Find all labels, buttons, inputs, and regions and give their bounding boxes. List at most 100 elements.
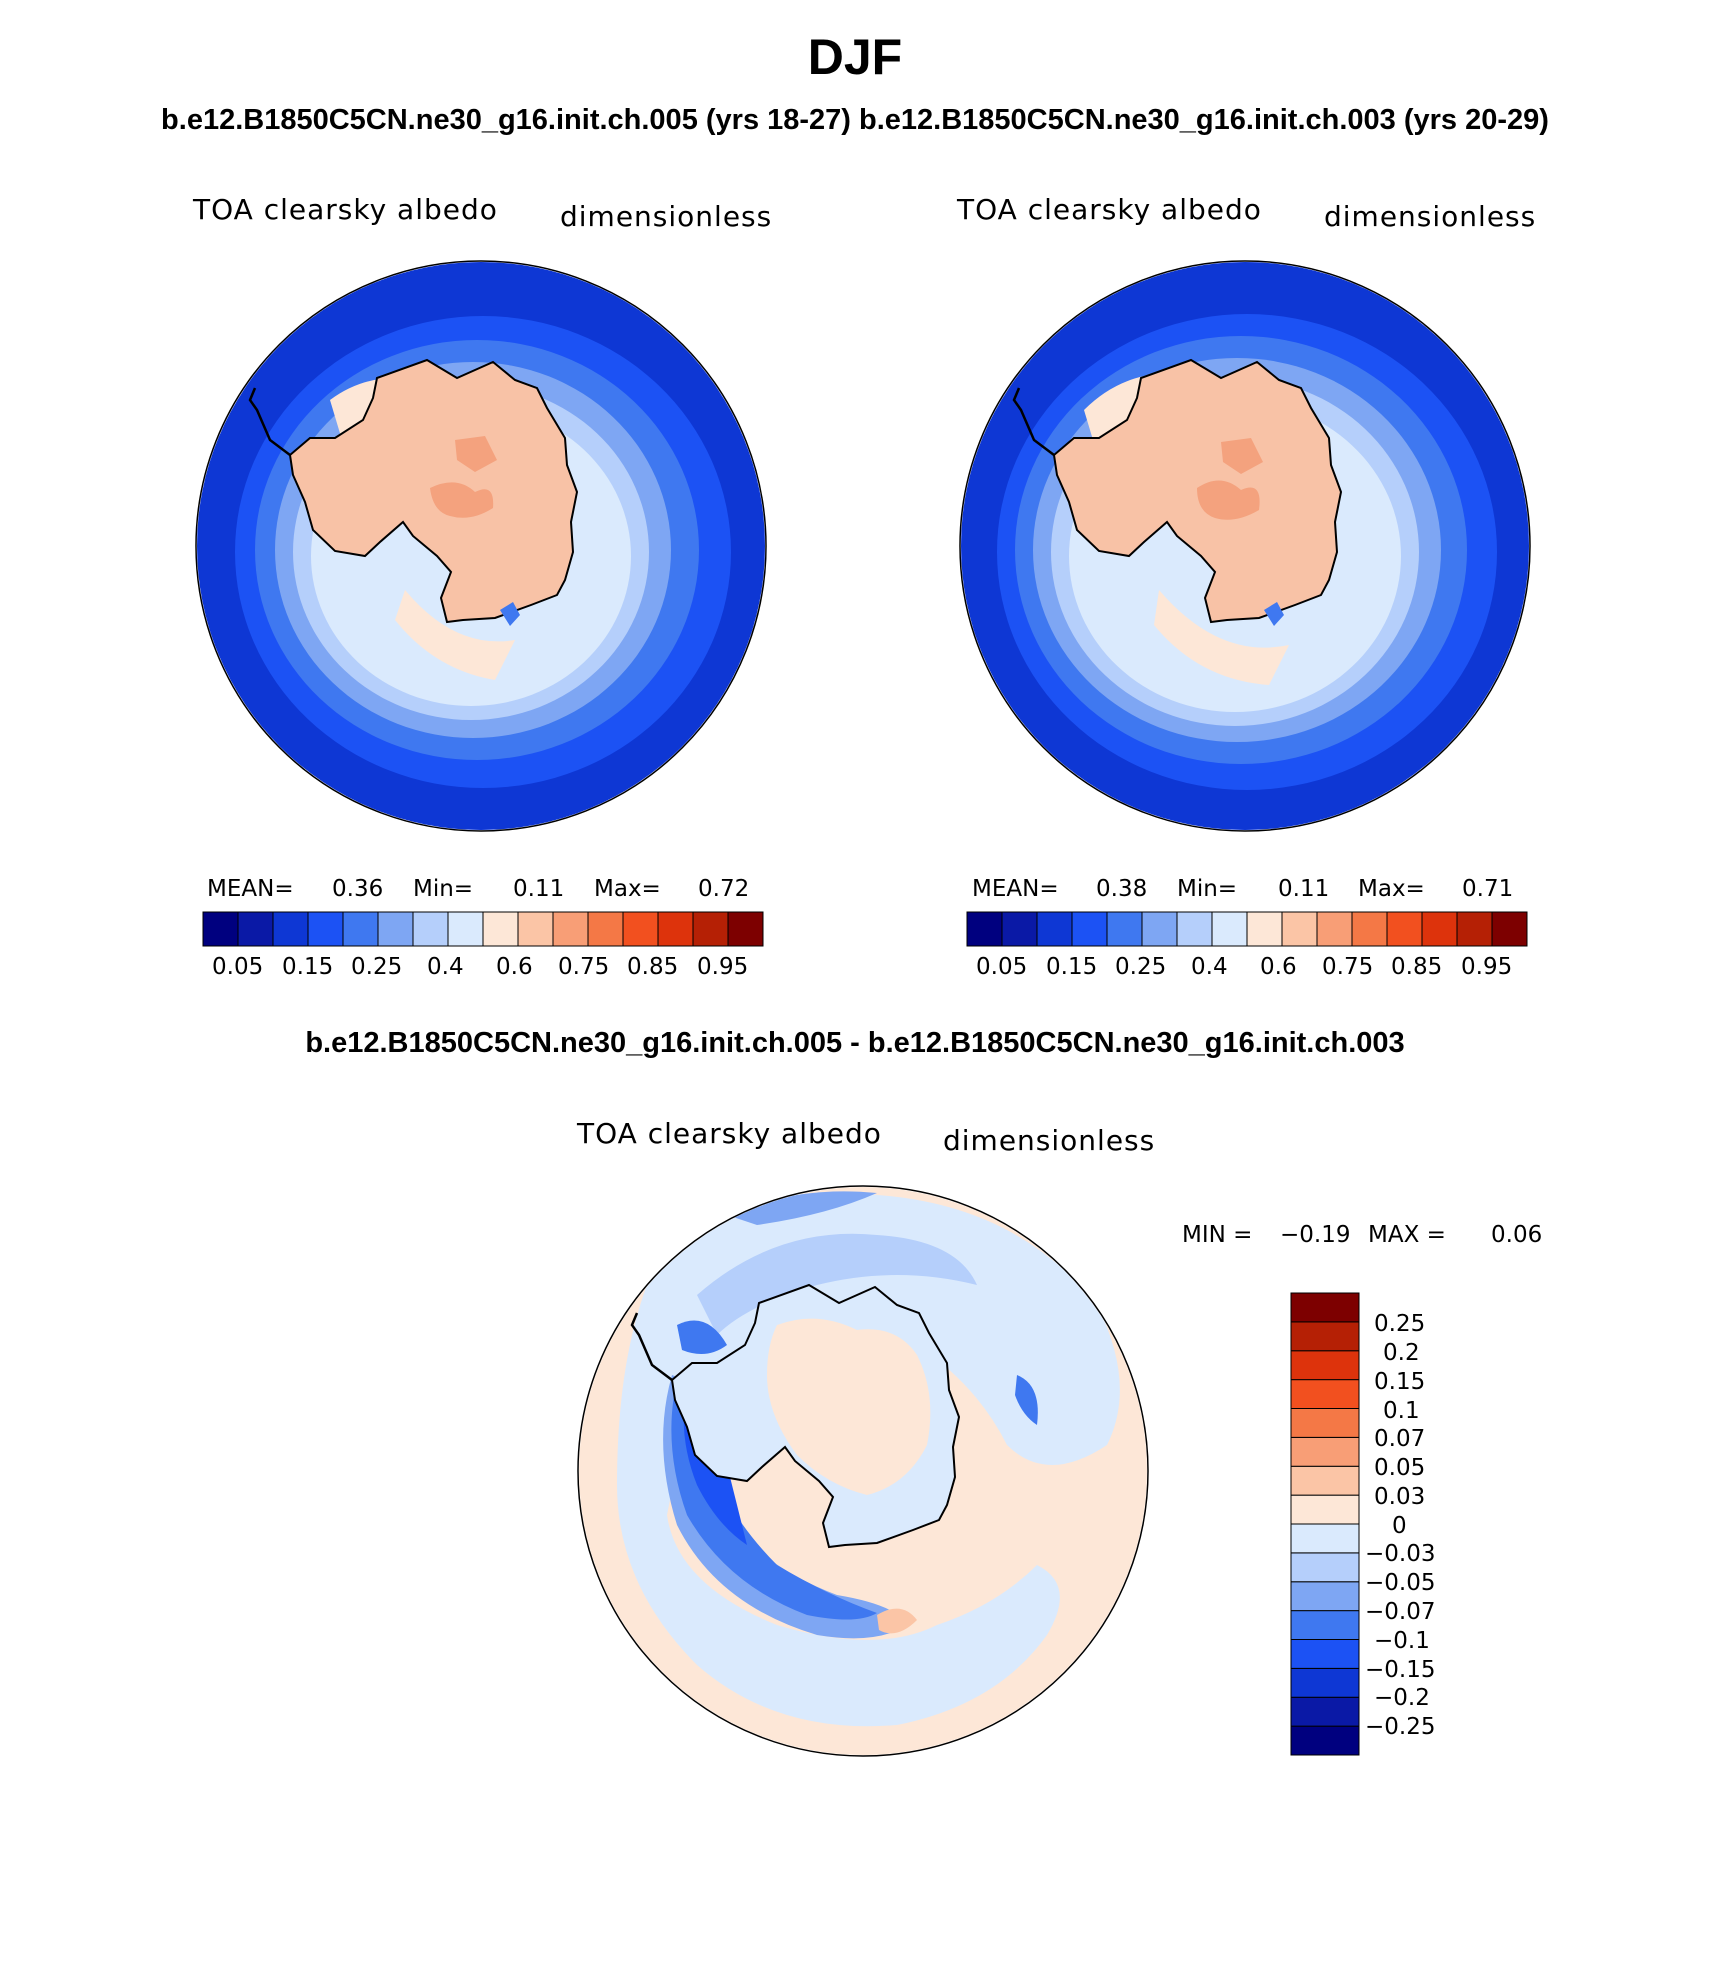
colorbar-segment — [517, 911, 554, 947]
colorbar-segment — [1290, 1610, 1360, 1640]
diff-tick: 0 — [1392, 1513, 1407, 1539]
colorbar-segment — [377, 911, 414, 947]
panel1-map — [195, 260, 767, 832]
diff-tick: −0.1 — [1374, 1628, 1430, 1654]
colorbar-segment — [202, 911, 239, 947]
colorbar-segment — [1316, 911, 1353, 947]
panel2-max-label: Max= — [1358, 876, 1425, 902]
colorbar-segment — [966, 911, 1003, 947]
panel1-mean-value: 0.36 — [332, 876, 384, 902]
panel1-tick: 0.15 — [282, 954, 334, 980]
diff-tick: −0.15 — [1365, 1657, 1436, 1683]
panel2-tick: 0.25 — [1115, 954, 1167, 980]
colorbar-segment — [1290, 1436, 1360, 1467]
diff-tick: −0.05 — [1365, 1570, 1436, 1596]
panel1-units-label: dimensionless — [560, 200, 773, 233]
colorbar-segment — [1141, 911, 1178, 947]
diff-tick: −0.07 — [1365, 1599, 1436, 1625]
diff-tick: 0.15 — [1374, 1369, 1426, 1395]
panel1-mean-label: MEAN= — [207, 876, 294, 902]
colorbar-segment — [237, 911, 274, 947]
colorbar-segment — [272, 911, 309, 947]
colorbar-segment — [727, 911, 764, 947]
panel1-max-label: Max= — [594, 876, 661, 902]
panel2-mean-value: 0.38 — [1096, 876, 1148, 902]
panel2-map — [959, 260, 1531, 832]
diff-tick: −0.2 — [1374, 1685, 1430, 1711]
colorbar-segment — [587, 911, 624, 947]
diff-tick: 0.07 — [1374, 1426, 1426, 1452]
colorbar-segment — [1491, 911, 1528, 947]
panel1-tick: 0.05 — [212, 954, 264, 980]
colorbar-segment — [1281, 911, 1318, 947]
diff-max-value: 0.06 — [1491, 1222, 1543, 1248]
colorbar-segment — [1290, 1465, 1360, 1496]
colorbar-segment — [1351, 911, 1388, 947]
diff-tick: 0.03 — [1374, 1484, 1426, 1510]
panel2-tick: 0.15 — [1046, 954, 1098, 980]
colorbar-segment — [1246, 911, 1283, 947]
panel1-max-value: 0.72 — [698, 876, 750, 902]
panel1-tick: 0.25 — [351, 954, 403, 980]
diff-max-label: MAX = — [1368, 1222, 1446, 1248]
colorbar-segment — [342, 911, 379, 947]
colorbar-segment — [552, 911, 589, 947]
colorbar-segment — [1001, 911, 1038, 947]
colorbar-segment — [1290, 1552, 1360, 1583]
difference-title: b.e12.B1850C5CN.ne30_g16.init.ch.005 - b… — [305, 1027, 1405, 1059]
panel2-tick: 0.95 — [1461, 954, 1513, 980]
diff-tick: 0.1 — [1383, 1398, 1420, 1424]
colorbar-segment — [1211, 911, 1248, 947]
figure-subtitle: b.e12.B1850C5CN.ne30_g16.init.ch.005 (yr… — [161, 104, 1549, 136]
diff-tick: 0.25 — [1374, 1311, 1426, 1337]
diff-variable-label: TOA clearsky albedo — [577, 1117, 882, 1150]
colorbar-segment — [1290, 1350, 1360, 1381]
colorbar-segment — [622, 911, 659, 947]
diff-tick: −0.03 — [1365, 1541, 1436, 1567]
colorbar-segment — [1290, 1494, 1360, 1525]
panel2-mean-label: MEAN= — [972, 876, 1059, 902]
colorbar-segment — [1386, 911, 1423, 947]
colorbar-segment — [1290, 1639, 1360, 1669]
panel1-tick: 0.85 — [627, 954, 679, 980]
panel2-tick: 0.85 — [1391, 954, 1443, 980]
colorbar-segment — [307, 911, 344, 947]
diff-colorbar — [1290, 1292, 1360, 1756]
diff-tick: −0.25 — [1365, 1714, 1436, 1740]
panel2-min-label: Min= — [1177, 876, 1238, 902]
colorbar-segment — [1290, 1523, 1360, 1554]
panel1-tick: 0.6 — [496, 954, 533, 980]
difference-map — [577, 1185, 1149, 1757]
diff-tick: 0.2 — [1383, 1340, 1420, 1366]
colorbar-segment — [1290, 1581, 1360, 1612]
panel2-tick: 0.4 — [1191, 954, 1228, 980]
figure-title: DJF — [807, 29, 903, 85]
panel2-variable-label: TOA clearsky albedo — [957, 193, 1262, 226]
colorbar-segment — [692, 911, 729, 947]
panel1-tick: 0.95 — [697, 954, 749, 980]
colorbar-segment — [1071, 911, 1108, 947]
panel1-tick: 0.75 — [558, 954, 610, 980]
colorbar-segment — [1290, 1696, 1360, 1727]
colorbar-segment — [1290, 1667, 1360, 1698]
colorbar-segment — [1290, 1321, 1360, 1352]
colorbar-segment — [1290, 1292, 1360, 1323]
panel2-tick: 0.05 — [976, 954, 1028, 980]
panel2-max-value: 0.71 — [1462, 876, 1514, 902]
diff-min-value: −0.19 — [1280, 1222, 1351, 1248]
colorbar-segment — [1106, 911, 1143, 947]
colorbar-segment — [657, 911, 694, 947]
colorbar-segment — [1290, 1408, 1360, 1438]
colorbar-segment — [1456, 911, 1493, 947]
panel2-tick: 0.75 — [1322, 954, 1374, 980]
colorbar-segment — [1421, 911, 1458, 947]
panel2-units-label: dimensionless — [1324, 200, 1537, 233]
panel1-variable-label: TOA clearsky albedo — [193, 193, 498, 226]
panel1-min-label: Min= — [413, 876, 474, 902]
panel1-min-value: 0.11 — [513, 876, 565, 902]
colorbar-segment — [1036, 911, 1073, 947]
diff-units-label: dimensionless — [943, 1124, 1156, 1157]
panel1-tick: 0.4 — [427, 954, 464, 980]
colorbar-segment — [1176, 911, 1213, 947]
colorbar-segment — [482, 911, 519, 947]
